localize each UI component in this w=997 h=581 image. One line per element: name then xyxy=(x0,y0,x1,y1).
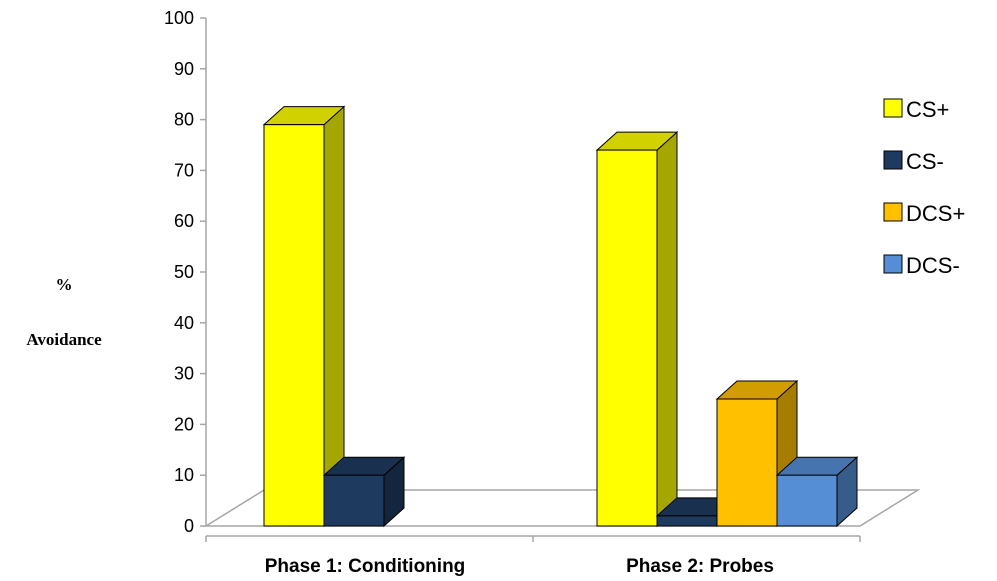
y-tick-label: 50 xyxy=(174,262,194,282)
bar xyxy=(775,456,859,528)
bar-front xyxy=(323,474,385,527)
legend-label: DCS- xyxy=(906,253,960,278)
bars xyxy=(262,105,859,528)
y-axis-label-line-2: Avoidance xyxy=(26,330,102,349)
legend-swatch xyxy=(883,254,903,274)
y-axis-label-line-1: % xyxy=(56,275,73,294)
legend-swatch xyxy=(883,150,903,170)
x-axis: Phase 1: Conditioning Phase 2: Probes xyxy=(205,535,861,577)
bar-front xyxy=(596,149,658,527)
y-tick-label: 40 xyxy=(174,313,194,333)
legend: CS+ CS- DCS+ DCS- xyxy=(883,97,965,278)
category-label: Phase 1: Conditioning xyxy=(265,556,466,577)
bar-front xyxy=(776,474,838,527)
bar xyxy=(262,105,346,528)
y-tick-label: 80 xyxy=(174,110,194,130)
legend-label: DCS+ xyxy=(906,201,965,226)
bar-front xyxy=(656,515,718,527)
y-tick-label: 20 xyxy=(174,414,194,434)
y-tick-label: 70 xyxy=(174,160,194,180)
legend-swatch xyxy=(883,98,903,118)
bar xyxy=(595,130,679,528)
bar-side xyxy=(656,130,678,528)
bar-front xyxy=(716,398,778,527)
y-tick-label: 10 xyxy=(174,465,194,485)
legend-swatch xyxy=(883,202,903,222)
legend-label: CS- xyxy=(906,149,944,174)
y-tick-label: 0 xyxy=(184,516,194,536)
bar-front xyxy=(263,124,325,527)
y-tick-label: 30 xyxy=(174,364,194,384)
category-label: Phase 2: Probes xyxy=(626,556,774,577)
y-tick-label: 60 xyxy=(174,211,194,231)
y-axis: 0 10 20 30 40 50 60 70 80 90 100 xyxy=(164,8,207,536)
legend-label: CS+ xyxy=(906,97,949,122)
y-tick-label: 90 xyxy=(174,59,194,79)
y-tick-label: 100 xyxy=(164,8,194,28)
bar xyxy=(322,456,406,528)
